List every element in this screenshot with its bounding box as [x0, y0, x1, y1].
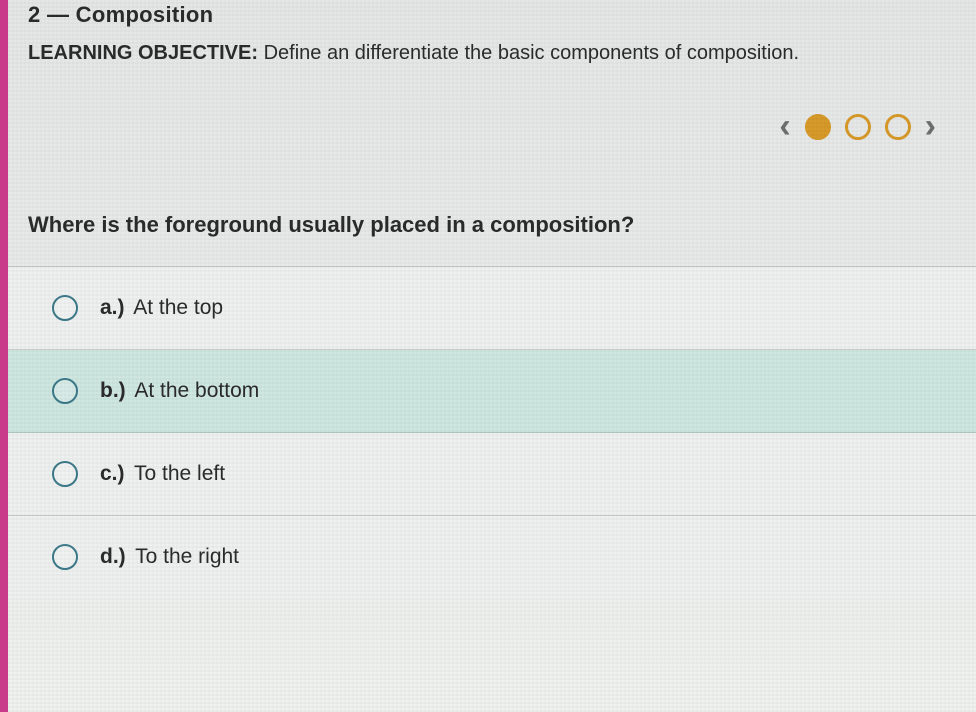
- question-text: Where is the foreground usually placed i…: [8, 156, 976, 267]
- learning-objective-label: LEARNING OBJECTIVE:: [28, 42, 258, 64]
- pager-dot-1[interactable]: [805, 114, 831, 140]
- option-text: To the left: [134, 462, 225, 485]
- radio-icon[interactable]: [52, 378, 78, 404]
- pager-prev-icon[interactable]: ‹: [779, 107, 790, 146]
- option-text: At the bottom: [134, 379, 259, 402]
- question-pager: ‹ ›: [8, 73, 976, 156]
- quiz-page: 2 — Composition LEARNING OBJECTIVE: Defi…: [0, 0, 976, 712]
- radio-icon[interactable]: [52, 461, 78, 487]
- option-label: b.) At the bottom: [100, 379, 259, 403]
- option-d[interactable]: d.) To the right: [8, 516, 976, 598]
- option-label: d.) To the right: [100, 545, 239, 569]
- option-letter: d.): [100, 545, 126, 568]
- section-heading-cut: 2 — Composition: [8, 0, 976, 32]
- option-a[interactable]: a.) At the top: [8, 267, 976, 350]
- radio-icon[interactable]: [52, 295, 78, 321]
- option-b[interactable]: b.) At the bottom: [8, 350, 976, 433]
- learning-objective: LEARNING OBJECTIVE: Define an differenti…: [8, 32, 976, 73]
- radio-icon[interactable]: [52, 544, 78, 570]
- option-letter: b.): [100, 379, 126, 402]
- pager-next-icon[interactable]: ›: [925, 107, 936, 146]
- option-text: At the top: [133, 296, 223, 319]
- option-text: To the right: [135, 545, 239, 568]
- option-label: c.) To the left: [100, 462, 225, 486]
- option-c[interactable]: c.) To the left: [8, 433, 976, 516]
- option-label: a.) At the top: [100, 296, 223, 320]
- learning-objective-text: Define an differentiate the basic compon…: [264, 42, 800, 64]
- pager-dot-2[interactable]: [845, 114, 871, 140]
- option-letter: a.): [100, 296, 125, 319]
- options-list: a.) At the top b.) At the bottom c.) To …: [8, 267, 976, 598]
- pager-dot-3[interactable]: [885, 114, 911, 140]
- option-letter: c.): [100, 462, 125, 485]
